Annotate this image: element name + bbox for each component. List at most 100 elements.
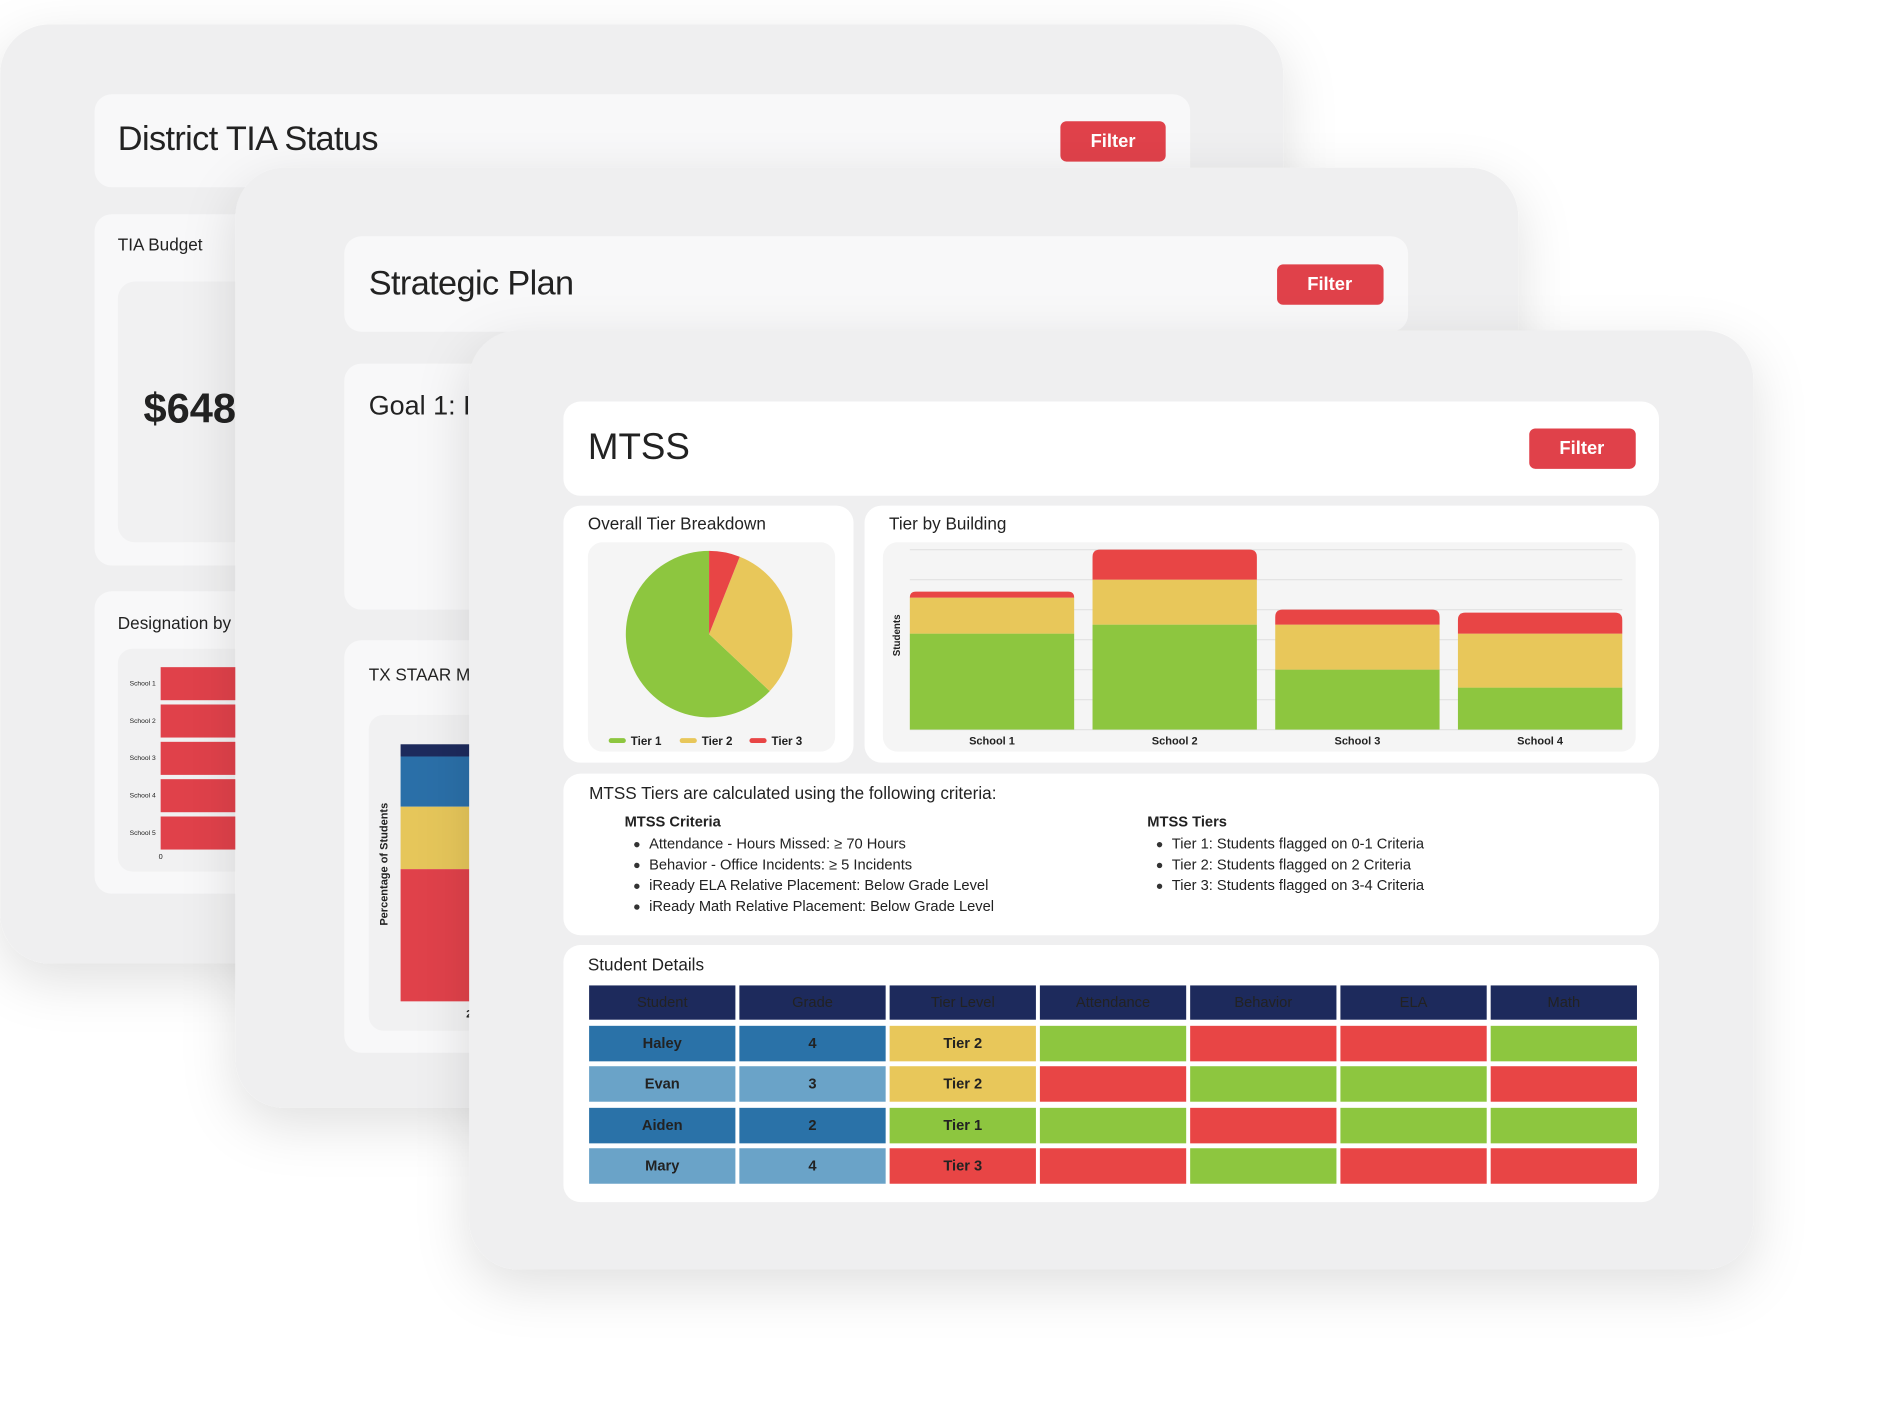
goal-title: Goal 1: I: [369, 391, 471, 421]
status-cell: [1190, 1066, 1337, 1102]
legend-label: Tier 1: [631, 735, 662, 748]
pie-slice: [709, 556, 793, 692]
table-cell-text: 4: [808, 1036, 817, 1052]
bar-segment: [1092, 579, 1257, 625]
panel-title: District TIA Status: [118, 120, 378, 158]
chart-title: Tier by Building: [889, 514, 1006, 534]
table-cell: [739, 1148, 886, 1184]
status-cell: [1340, 1148, 1487, 1184]
y-tick-label: School 1: [130, 680, 156, 687]
status-cell: [1039, 1025, 1187, 1062]
y-tick-label: School 3: [130, 755, 156, 762]
status-cell: [1490, 1107, 1637, 1144]
table-cell: [739, 1066, 886, 1102]
table-header: Math: [1548, 995, 1581, 1011]
bullet: [634, 883, 640, 889]
table-cell: [589, 1025, 736, 1062]
table-cell-text: Mary: [645, 1158, 680, 1174]
chart-title: Overall Tier Breakdown: [588, 514, 766, 534]
list-title: MTSS Tiers: [1147, 814, 1227, 830]
table-cell-text: Haley: [643, 1036, 683, 1052]
y-tick-label: School 2: [130, 718, 156, 725]
bullet: [1156, 841, 1163, 848]
status-cell: [1190, 1025, 1337, 1062]
table-cell-text: 2: [808, 1118, 816, 1134]
header-card: [344, 236, 1409, 332]
table-cell-text: Tier 3: [943, 1158, 982, 1174]
x-tick-label: School 3: [1334, 736, 1380, 748]
card-title: TIA Budget: [118, 235, 203, 255]
filter-label[interactable]: Filter: [1307, 273, 1352, 294]
bar-segment: [1092, 624, 1257, 730]
filter-label[interactable]: Filter: [1559, 437, 1604, 458]
pie-slice: [625, 550, 770, 718]
status-cell: [1190, 1107, 1337, 1144]
bar-segment: [1457, 687, 1623, 730]
table-cell: [589, 1066, 736, 1102]
status-cell: [1340, 1066, 1487, 1102]
list-item: iReady Math Relative Placement: Below Gr…: [649, 899, 994, 915]
bar-segment: [1457, 633, 1623, 688]
y-tick-label: School 4: [130, 792, 156, 799]
table-cell-text: 3: [808, 1076, 816, 1092]
table-header-cell: [1340, 985, 1487, 1020]
status-cell: [1039, 1066, 1187, 1102]
table-cell-text: 4: [808, 1158, 817, 1174]
table-cell: [739, 1107, 886, 1144]
filter-button[interactable]: [1529, 428, 1636, 469]
legend-swatch: [608, 738, 626, 744]
status-cell: [1340, 1107, 1487, 1144]
criteria-heading: MTSS Tiers are calculated using the foll…: [589, 783, 996, 803]
bar-segment: [1275, 669, 1440, 730]
list-item: Tier 3: Students flagged on 3-4 Criteria: [1172, 878, 1425, 894]
mtss-panel: MTSS Filter Overall Tier Breakdown Tier …: [469, 330, 1754, 1270]
status-cell: [1490, 1148, 1637, 1184]
table-cell: [889, 1025, 1036, 1062]
table-cell: [589, 1148, 736, 1184]
list-item: Tier 1: Students flagged on 0-1 Criteria: [1172, 837, 1425, 853]
status-cell: [1190, 1148, 1337, 1184]
legend-label: Tier 3: [772, 735, 803, 748]
bullet: [634, 841, 640, 848]
pie-slice: [709, 550, 740, 635]
legend-swatch: [749, 738, 767, 744]
list-title: MTSS Criteria: [625, 814, 722, 830]
list-item: Attendance - Hours Missed: ≥ 70 Hours: [649, 837, 906, 853]
filter-label[interactable]: Filter: [1091, 130, 1136, 151]
table-header: Grade: [792, 995, 833, 1011]
x-tick-label: School 2: [1152, 736, 1198, 748]
table-header-cell: [1039, 985, 1187, 1020]
table-header: Student: [637, 995, 688, 1011]
table-cell-text: Tier 2: [943, 1076, 982, 1092]
table-cell: [589, 1107, 736, 1144]
table-cell-text: Tier 2: [943, 1036, 982, 1052]
y-axis-label: Students: [892, 614, 903, 656]
table-header-cell: [589, 985, 736, 1020]
panel-title: Strategic Plan: [369, 264, 574, 302]
charts: Tier 1 Tier 2 Tier 3 School 1 School 2 School…: [589, 549, 1637, 1184]
bar-segment: [909, 633, 1075, 730]
bar-segment: [1275, 624, 1440, 670]
legend-label: Tier 2: [702, 735, 733, 748]
list-item: iReady ELA Relative Placement: Below Gra…: [649, 878, 988, 894]
bar-segment: [1275, 609, 1440, 625]
table-header-cell: [889, 985, 1036, 1020]
bar-segment: [909, 591, 1075, 598]
table-cell: [889, 1148, 1036, 1184]
table-cell: [889, 1066, 1036, 1102]
bullet: [634, 904, 640, 910]
bar-segment: [909, 597, 1075, 634]
panel-title: MTSS: [588, 426, 690, 467]
x-tick-label: School 4: [1517, 736, 1564, 748]
card-title: Designation by: [118, 613, 232, 633]
header-card: [563, 401, 1660, 496]
bullet: [1156, 883, 1163, 889]
table-header-cell: [1190, 985, 1337, 1020]
filter-button[interactable]: [1277, 264, 1384, 305]
bar-segment: [1092, 549, 1257, 580]
filter-button[interactable]: [1060, 121, 1166, 162]
legend-swatch: [679, 738, 697, 744]
status-cell: [1039, 1148, 1187, 1184]
